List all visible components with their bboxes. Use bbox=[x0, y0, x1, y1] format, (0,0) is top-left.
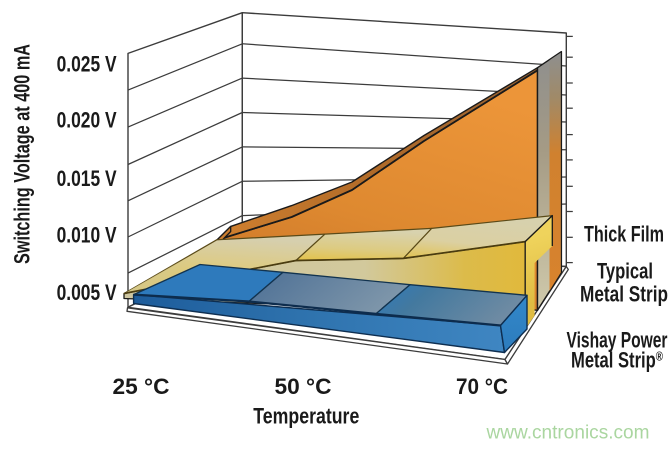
svg-text:0.025 V: 0.025 V bbox=[57, 52, 117, 77]
svg-text:0.020 V: 0.020 V bbox=[57, 108, 117, 133]
svg-text:50 °C: 50 °C bbox=[275, 374, 332, 399]
svg-text:0.010 V: 0.010 V bbox=[57, 222, 117, 247]
svg-text:Typical: Typical bbox=[597, 259, 653, 284]
svg-text:www.cntronics.com: www.cntronics.com bbox=[486, 422, 650, 444]
svg-text:0.015 V: 0.015 V bbox=[57, 166, 117, 191]
svg-text:Vishay Power: Vishay Power bbox=[567, 328, 668, 353]
svg-text:70 °C: 70 °C bbox=[456, 374, 508, 399]
svg-text:Metal Strip: Metal Strip bbox=[580, 282, 668, 307]
svg-text:Switching Voltage at 400 mA: Switching Voltage at 400 mA bbox=[10, 44, 35, 264]
svg-text:Temperature: Temperature bbox=[253, 404, 359, 429]
svg-text:Metal Strip®: Metal Strip® bbox=[571, 348, 663, 373]
svg-text:0.005 V: 0.005 V bbox=[57, 280, 117, 305]
svg-text:25 °C: 25 °C bbox=[113, 374, 170, 399]
svg-text:Thick Film: Thick Film bbox=[584, 222, 664, 247]
